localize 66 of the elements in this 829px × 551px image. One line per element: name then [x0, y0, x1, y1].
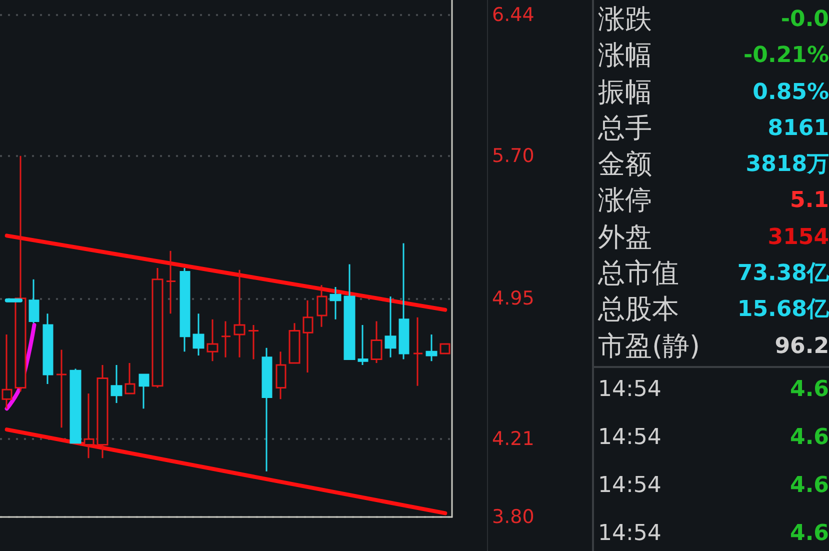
text: -0.21% [744, 43, 829, 68]
y-tick-label: 4.21 [492, 428, 534, 450]
candlestick [262, 347, 272, 472]
category-label: 总手 [598, 112, 652, 146]
candlestick [206, 318, 218, 362]
category-label: 市盈(静) [598, 330, 700, 364]
category-label: 涨跌 [598, 3, 652, 37]
candlestick [302, 300, 314, 374]
text: 0.85% [752, 80, 829, 105]
category-label: 涨停 [598, 184, 652, 218]
text: 73.38亿 [737, 261, 829, 286]
text: 4.6 [790, 521, 829, 546]
candlestick [220, 320, 232, 358]
category-label: 14:54 [598, 472, 662, 500]
candlestick [28, 278, 40, 324]
text: -0.0 [780, 7, 829, 32]
y-tick-label: 5.70 [492, 144, 534, 167]
candlestick [96, 364, 108, 459]
candlestick [384, 296, 396, 358]
text: 8161 [768, 116, 829, 141]
text: 4.6 [790, 425, 829, 450]
category-label: 总股本 [598, 293, 679, 328]
candlestick [180, 267, 190, 352]
candlestick [192, 312, 204, 356]
candlestick [84, 392, 94, 459]
candlestick [2, 334, 12, 410]
candlestick [138, 374, 150, 410]
category-label: 14:54 [598, 520, 662, 548]
candlestick [70, 368, 82, 444]
candlestick [358, 324, 368, 366]
candlestick [248, 324, 260, 360]
candlestick [276, 350, 286, 400]
text: 4.6 [790, 473, 829, 498]
candlestick [440, 343, 450, 354]
candlestick [110, 364, 122, 404]
category-label: 金额 [598, 148, 652, 182]
candlestick [426, 334, 438, 362]
candlestick [316, 284, 328, 328]
category-label: 14:54 [598, 424, 662, 452]
candlestick [152, 267, 164, 388]
y-tick-label: 3.80 [492, 506, 534, 528]
category-label: 外盘 [598, 220, 652, 255]
candlestick [42, 312, 54, 385]
candlestick [166, 250, 176, 314]
y-tick-label: 4.95 [492, 287, 534, 310]
candlestick [344, 263, 356, 360]
candlestick [398, 242, 410, 360]
candlestick [288, 322, 300, 364]
candlestick [124, 362, 136, 394]
category-label: 涨幅 [598, 39, 652, 74]
text: 5.1 [790, 188, 829, 214]
y-tick-label: 6.44 [492, 4, 534, 26]
candlestick [14, 155, 26, 392]
category-label: 总市值 [598, 257, 679, 292]
candlestick [330, 286, 342, 320]
candlestick [412, 316, 424, 387]
candlestick [370, 320, 382, 364]
category-label: 14:54 [598, 376, 662, 404]
text: 3154 [768, 224, 829, 250]
text: 96.2 [774, 334, 829, 359]
text: 4.6 [790, 377, 829, 402]
text: 15.68亿 [737, 297, 829, 322]
candlestick [56, 348, 68, 428]
candlestick [234, 269, 246, 358]
text: 3818万 [746, 152, 829, 178]
category-label: 振幅 [598, 76, 652, 110]
